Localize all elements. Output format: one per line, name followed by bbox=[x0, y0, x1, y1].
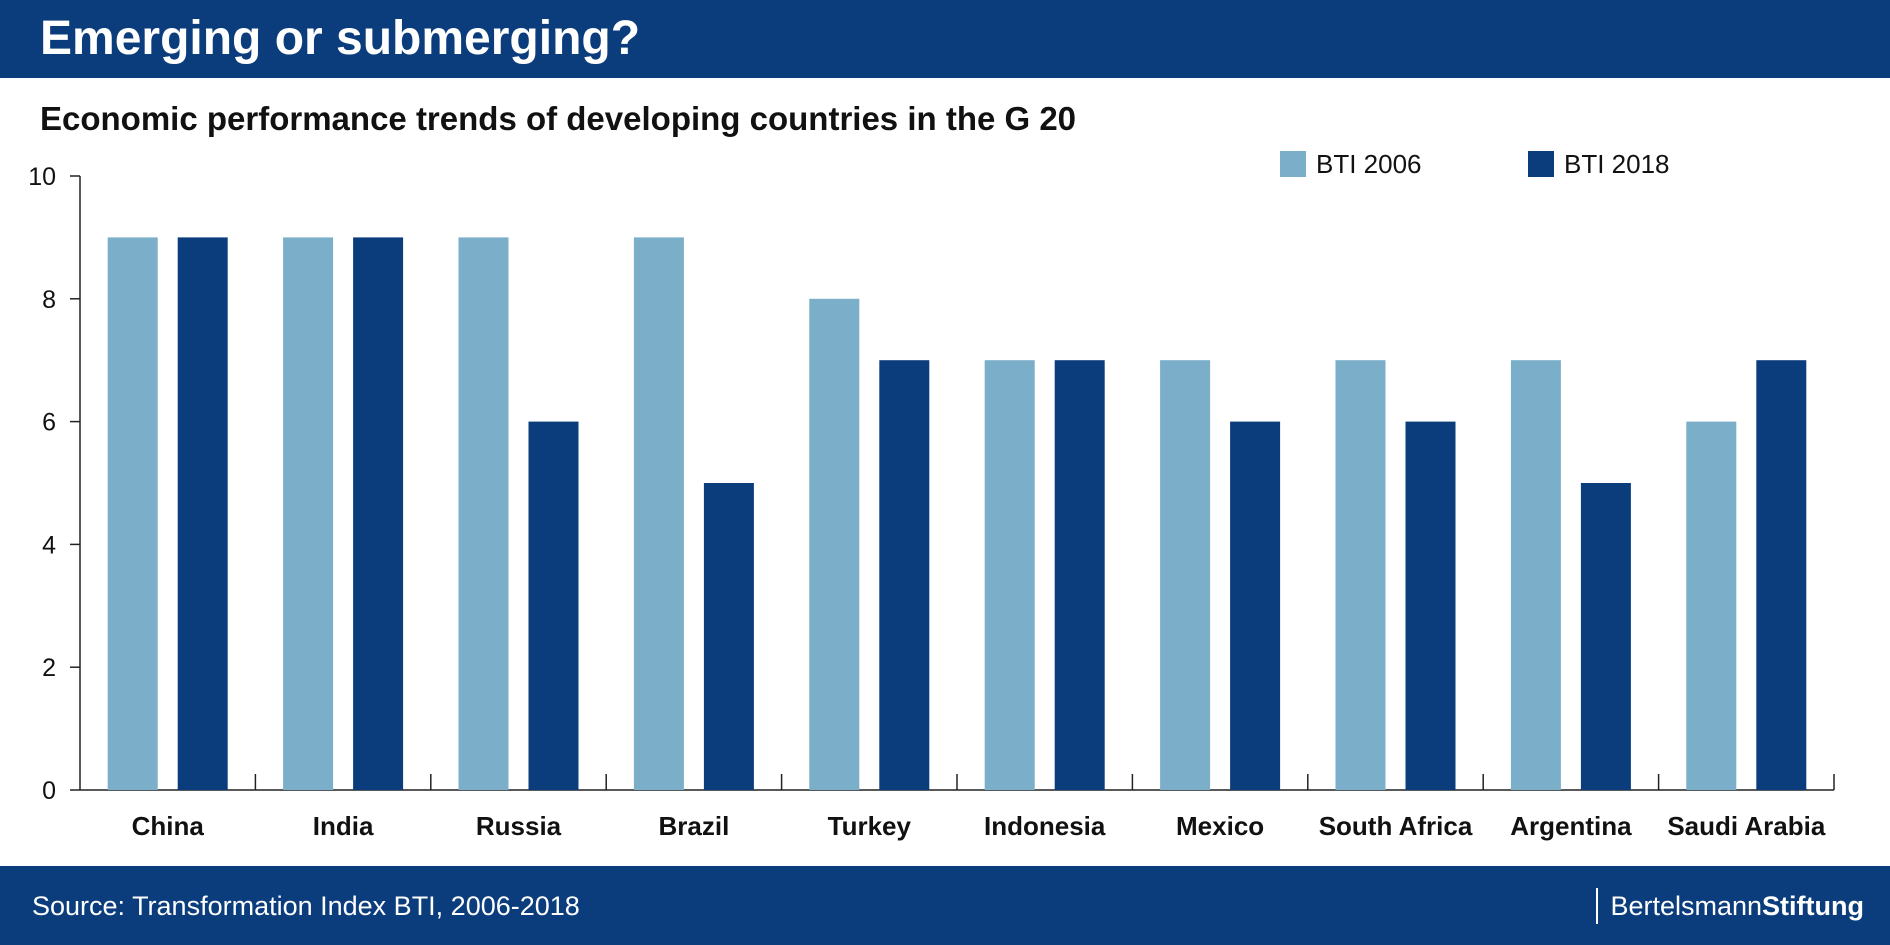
bar-brazil-bti-2006 bbox=[633, 237, 684, 790]
x-tick-label-mexico: Mexico bbox=[1176, 811, 1264, 841]
bar-turkey-bti-2018 bbox=[879, 360, 930, 790]
bar-india-bti-2006 bbox=[283, 237, 334, 790]
brand-logo: BertelsmannStiftung bbox=[1596, 888, 1864, 924]
footer-banner: Source: Transformation Index BTI, 2006-2… bbox=[0, 866, 1890, 945]
bar-saudi-arabia-bti-2006 bbox=[1686, 421, 1737, 790]
x-tick-label-south-africa: South Africa bbox=[1319, 811, 1473, 841]
bar-chart: 0 2 4 6 8 10 China India Russia Brazil Turkey Indon… bbox=[28, 163, 1835, 841]
x-tick-label-china: China bbox=[132, 811, 205, 841]
x-tick-label-turkey: Turkey bbox=[828, 811, 912, 841]
bar-mexico-bti-2018 bbox=[1230, 421, 1281, 790]
bar-indonesia-bti-2006 bbox=[984, 360, 1035, 790]
brand-name-regular: Bertelsmann bbox=[1610, 891, 1763, 921]
y-tick-label-8: 8 bbox=[42, 286, 56, 314]
x-tick-label-russia: Russia bbox=[476, 811, 562, 841]
bar-mexico-bti-2006 bbox=[1160, 360, 1211, 790]
bar-saudi-arabia-bti-2018 bbox=[1756, 360, 1807, 790]
legend-swatch-bti-2018 bbox=[1528, 151, 1554, 177]
legend-label-bti-2006: BTI 2006 bbox=[1316, 148, 1422, 179]
legend-swatch-bti-2006 bbox=[1280, 151, 1306, 177]
bar-turkey-bti-2006 bbox=[809, 298, 860, 790]
bar-south-africa-bti-2006 bbox=[1335, 360, 1386, 790]
bar-argentina-bti-2018 bbox=[1580, 483, 1631, 790]
chart-title: Economic performance trends of developin… bbox=[40, 100, 1077, 137]
x-tick-label-brazil: Brazil bbox=[658, 811, 729, 841]
y-tick-label-6: 6 bbox=[42, 409, 56, 437]
legend-label-bti-2018: BTI 2018 bbox=[1564, 148, 1670, 179]
source-note: Source: Transformation Index BTI, 2006-2… bbox=[32, 891, 580, 921]
x-tick-label-indonesia: Indonesia bbox=[984, 811, 1106, 841]
brand-name-bold: Stiftung bbox=[1762, 891, 1864, 921]
bar-south-africa-bti-2018 bbox=[1405, 421, 1456, 790]
legend-item-bti-2018: BTI 2018 bbox=[1528, 148, 1670, 180]
x-tick-label-argentina: Argentina bbox=[1510, 811, 1632, 841]
y-tick-label-0: 0 bbox=[42, 777, 56, 805]
y-tick-label-4: 4 bbox=[42, 531, 56, 559]
y-tick-label-10: 10 bbox=[28, 163, 56, 191]
x-tick-label-india: India bbox=[313, 811, 374, 841]
bar-china-bti-2018 bbox=[177, 237, 228, 790]
x-tick-label-saudi-arabia: Saudi Arabia bbox=[1667, 811, 1826, 841]
bar-china-bti-2006 bbox=[107, 237, 158, 790]
bar-russia-bti-2006 bbox=[458, 237, 509, 790]
header-banner: Emerging or submerging? bbox=[0, 0, 1890, 78]
bar-indonesia-bti-2018 bbox=[1054, 360, 1105, 790]
bar-brazil-bti-2018 bbox=[703, 483, 754, 790]
page-title: Emerging or submerging? bbox=[40, 12, 641, 65]
y-tick-label-2: 2 bbox=[42, 654, 56, 682]
bar-russia-bti-2018 bbox=[528, 421, 579, 790]
bar-india-bti-2018 bbox=[353, 237, 404, 790]
legend-item-bti-2006: BTI 2006 bbox=[1280, 148, 1422, 180]
bar-argentina-bti-2006 bbox=[1510, 360, 1561, 790]
